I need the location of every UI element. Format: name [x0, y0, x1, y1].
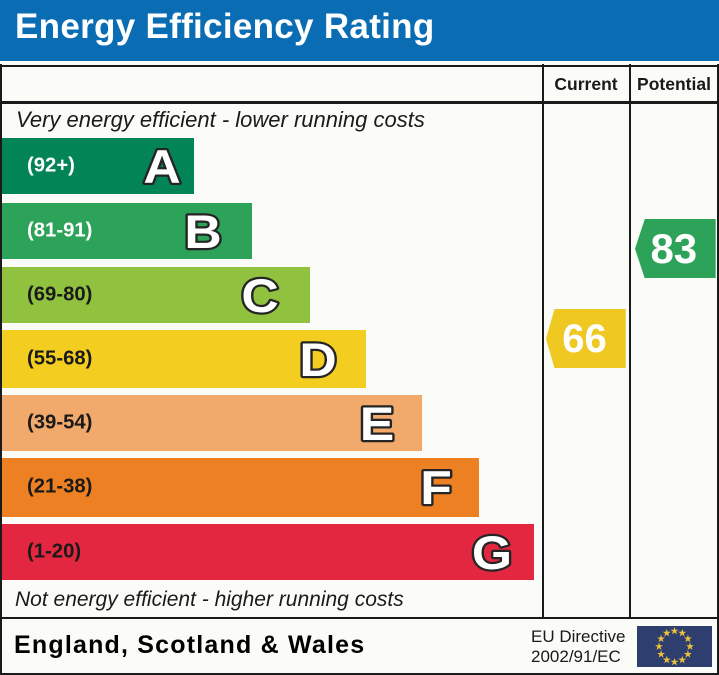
svg-text:B: B: [185, 206, 222, 257]
svg-text:C: C: [241, 270, 278, 321]
svg-text:G: G: [471, 527, 511, 578]
svg-text:A: A: [143, 141, 180, 192]
svg-text:F: F: [420, 462, 452, 513]
svg-text:E: E: [360, 398, 394, 449]
svg-text:D: D: [299, 334, 336, 385]
